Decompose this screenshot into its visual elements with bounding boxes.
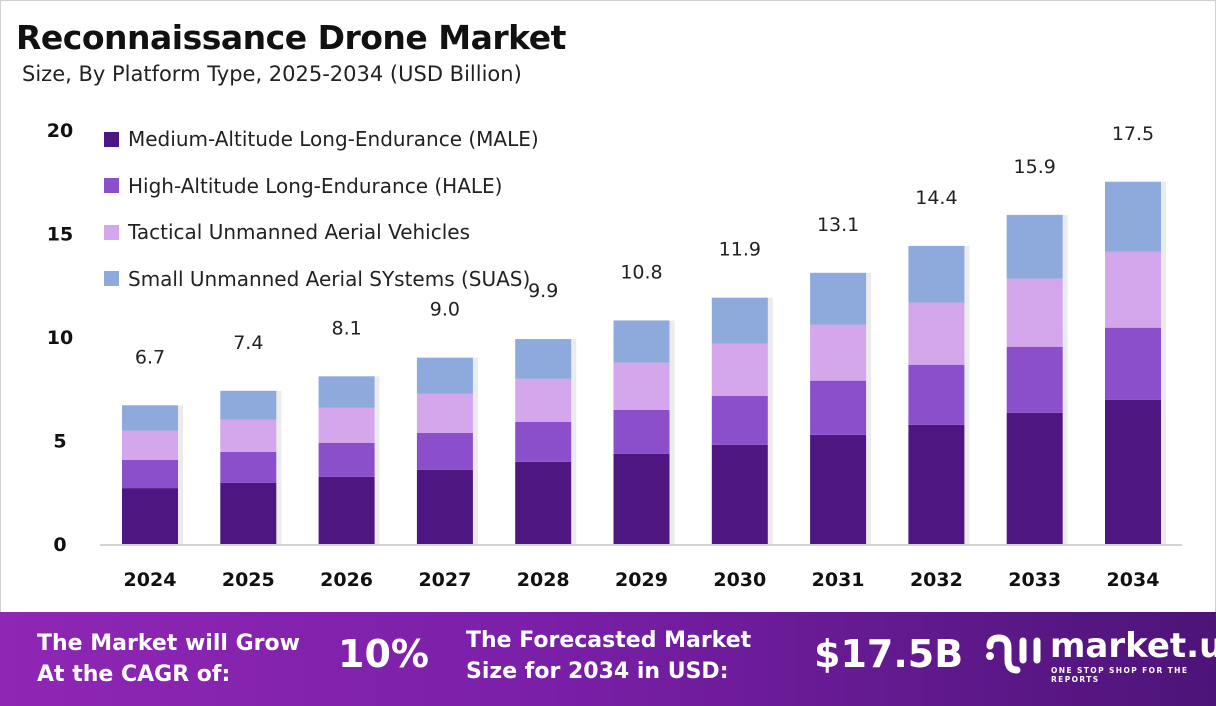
total-label: 15.9 xyxy=(1014,156,1056,178)
bar-segment xyxy=(515,421,572,462)
cagr-label: The Market will Grow At the CAGR of: xyxy=(37,628,300,690)
bar-segment xyxy=(220,482,277,544)
bar-segment xyxy=(318,442,375,477)
x-tick-label: 2029 xyxy=(615,569,668,591)
bar-segment xyxy=(515,378,572,422)
bar-segment xyxy=(122,459,178,489)
forecast-label-line: The Forecasted Market xyxy=(466,628,752,653)
legend-label: High-Altitude Long-Endurance (HALE) xyxy=(128,173,503,198)
legend-item-male: Medium-Altitude Long-Endurance (MALE) xyxy=(104,116,539,163)
stacked-bar-chart: 0 5 10 15 20 6.7 2024 7.4 2025 8.1 2026 9.0 2027 9.9 2… xyxy=(47,120,1182,591)
bar-segment xyxy=(1105,181,1161,252)
x-tick-label: 2026 xyxy=(320,569,373,591)
bar-segment xyxy=(1105,399,1161,544)
cagr-value: 10% xyxy=(338,632,429,676)
legend-item-tactical: Tactical Unmanned Aerial Vehicles xyxy=(104,209,539,256)
cagr-label-line: At the CAGR of: xyxy=(37,662,231,687)
forecast-label-line: Size for 2034 in USD: xyxy=(466,659,729,684)
total-label: 9.9 xyxy=(528,280,558,302)
x-tick-label: 2034 xyxy=(1107,569,1160,591)
bar-segment xyxy=(220,390,277,420)
bar-segment xyxy=(711,444,768,544)
bar-segment xyxy=(810,380,867,435)
bar-segment xyxy=(908,302,965,365)
bar-segment xyxy=(810,272,867,325)
logo-tagline: ONE STOP SHOP FOR THE REPORTS xyxy=(1051,666,1189,684)
bar-segment xyxy=(711,395,768,445)
x-tick-label: 2031 xyxy=(812,569,865,591)
market-us-logo-icon xyxy=(986,634,1041,674)
forecast-label: The Forecasted Market Size for 2034 in US… xyxy=(466,625,751,687)
bar-segment xyxy=(318,376,375,408)
bar-segment xyxy=(220,419,277,452)
bar-segment xyxy=(613,453,670,544)
bar-segment xyxy=(1006,346,1063,413)
total-label: 6.7 xyxy=(135,346,165,368)
bar-segment xyxy=(810,324,867,381)
y-tick-label: 5 xyxy=(53,431,66,453)
bar-segment xyxy=(122,405,178,431)
bar-segment xyxy=(318,407,375,443)
x-tick-label: 2024 xyxy=(124,569,177,591)
bar-segment xyxy=(416,432,473,470)
bar-segment xyxy=(220,451,277,483)
legend: Medium-Altitude Long-Endurance (MALE) Hi… xyxy=(104,116,539,302)
bar-segment xyxy=(1105,251,1161,328)
legend-swatch xyxy=(104,131,119,147)
total-label: 13.1 xyxy=(817,214,859,236)
y-tick-label: 15 xyxy=(47,224,73,246)
chart-title: Reconnaissance Drone Market xyxy=(16,18,566,57)
bar-segment xyxy=(908,424,965,544)
bar-segment xyxy=(122,430,178,460)
x-tick-label: 2025 xyxy=(222,569,275,591)
bar-segment xyxy=(416,393,473,433)
x-tick-label: 2030 xyxy=(713,569,766,591)
x-tick-label: 2032 xyxy=(910,569,963,591)
bar-segment xyxy=(1006,214,1063,279)
y-tick-label: 0 xyxy=(53,534,66,556)
total-label: 17.5 xyxy=(1112,123,1154,145)
total-label: 14.4 xyxy=(915,187,957,209)
total-label: 9.0 xyxy=(430,299,460,321)
footer-banner: The Market will Grow At the CAGR of: 10% … xyxy=(0,612,1216,706)
bar-segment xyxy=(416,469,473,544)
y-tick-label: 20 xyxy=(47,120,73,142)
legend-item-suas: Small Unmanned Aerial SYstems (SUAS) xyxy=(104,256,539,303)
legend-swatch xyxy=(104,271,119,287)
legend-label: Medium-Altitude Long-Endurance (MALE) xyxy=(128,127,539,152)
total-label: 10.8 xyxy=(620,261,662,283)
bar-segment xyxy=(613,362,670,410)
bar-segment xyxy=(1105,327,1161,400)
legend-label: Tactical Unmanned Aerial Vehicles xyxy=(128,220,471,245)
legend-item-hale: High-Altitude Long-Endurance (HALE) xyxy=(104,163,539,210)
bar-segment xyxy=(711,297,768,344)
bar-segment xyxy=(711,343,768,396)
cagr-label-line: The Market will Grow xyxy=(37,631,300,656)
x-tick-label: 2027 xyxy=(418,569,471,591)
total-label: 8.1 xyxy=(331,317,361,339)
bar-segment xyxy=(613,320,670,363)
x-tick-label: 2033 xyxy=(1008,569,1061,591)
bar-segment xyxy=(908,364,965,425)
bar-segment xyxy=(515,339,572,379)
bar-segment xyxy=(515,461,572,544)
y-tick-label: 10 xyxy=(47,327,73,349)
forecast-value: $17.5B xyxy=(814,632,964,676)
total-label: 7.4 xyxy=(233,332,263,354)
bar-segment xyxy=(416,357,473,394)
bar-segment xyxy=(908,245,965,303)
bar-segment xyxy=(613,409,670,454)
chart-subtitle: Size, By Platform Type, 2025-2034 (USD B… xyxy=(22,62,522,86)
total-label: 11.9 xyxy=(719,239,761,261)
x-tick-label: 2028 xyxy=(517,569,570,591)
bar-segment xyxy=(810,434,867,544)
bar-segment xyxy=(1006,412,1063,544)
logo-name: market.us xyxy=(1050,626,1216,666)
legend-swatch xyxy=(104,224,119,240)
bar-segment xyxy=(318,476,375,544)
bar-segment xyxy=(1006,278,1063,347)
legend-label: Small Unmanned Aerial SYstems (SUAS) xyxy=(128,266,531,291)
legend-swatch xyxy=(104,178,119,194)
bar-segment xyxy=(122,488,178,544)
